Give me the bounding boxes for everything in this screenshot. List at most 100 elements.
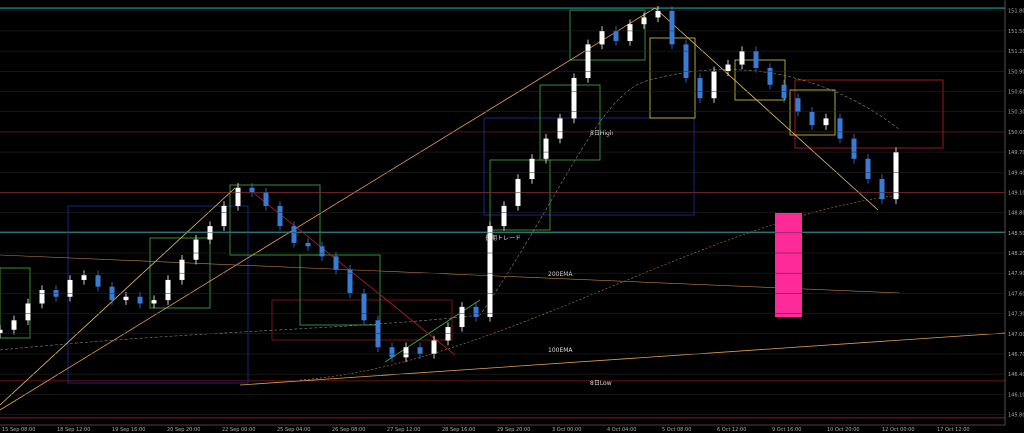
swing-box — [539, 84, 601, 161]
price-axis[interactable]: 151.800 151.500 151.200 150.900 150.600 150.3… — [0, 9, 1024, 419]
price-tick-label: 146.100 — [1008, 392, 1024, 398]
candle-body — [501, 205, 507, 227]
swing-box — [229, 184, 321, 256]
candle-body — [263, 192, 269, 206]
candle-body — [459, 306, 465, 328]
candle-body — [81, 275, 87, 280]
time-tick-label: 19 Sep 16:00 — [112, 427, 145, 433]
candle-body — [389, 347, 395, 358]
candle-body — [613, 30, 619, 42]
trend-line — [0, 7, 656, 411]
candle-body — [585, 44, 591, 79]
swing-box — [299, 254, 381, 326]
time-tick-label: 29 Sep 20:00 — [497, 427, 530, 433]
candle-body — [795, 98, 801, 112]
candle-body — [865, 158, 871, 179]
candle-body — [403, 347, 409, 358]
candle-body — [669, 10, 675, 45]
price-tick-label: 147.600 — [1008, 291, 1024, 297]
candle-body — [291, 226, 297, 243]
candle-body — [333, 256, 339, 270]
resistance-box — [794, 79, 944, 149]
candle-body — [193, 239, 199, 260]
candle-body — [641, 17, 647, 25]
candle-body — [361, 293, 367, 321]
candle-body — [711, 71, 717, 99]
time-tick-label: 25 Sep 04:00 — [277, 427, 310, 433]
time-tick-label: 9 Oct 16:00 — [772, 427, 801, 433]
candle-body — [11, 320, 17, 330]
candle-body — [823, 118, 829, 126]
time-tick-label: 18 Sep 12:00 — [57, 427, 90, 433]
candle-body — [249, 187, 255, 193]
price-tick-label: 150.300 — [1008, 110, 1024, 116]
price-tick-label: 151.200 — [1008, 49, 1024, 55]
swing-box — [734, 59, 786, 101]
candle-body — [151, 300, 157, 304]
time-tick-label: 28 Sep 16:00 — [442, 427, 475, 433]
ema-200-line — [0, 254, 901, 294]
price-tick-label: 147.000 — [1008, 332, 1024, 338]
candle-body — [165, 279, 171, 301]
price-tick-label: 151.500 — [1008, 29, 1024, 35]
candle-body — [739, 51, 745, 65]
swing-box — [569, 9, 646, 61]
price-tick-label: 148.800 — [1008, 211, 1024, 217]
price-tick-label: 147.900 — [1008, 271, 1024, 277]
price-tick-label: 148.500 — [1008, 231, 1024, 237]
price-tick-label: 146.400 — [1008, 372, 1024, 378]
time-tick-label: 4 Oct 04:00 — [607, 427, 636, 433]
candle-body — [431, 340, 437, 354]
candle-body — [123, 296, 129, 301]
candle-body — [571, 78, 577, 119]
ema-100-curve — [299, 194, 901, 381]
candle-body — [725, 64, 731, 72]
price-tick-label: 149.100 — [1008, 190, 1024, 196]
time-tick-label: 22 Sep 00:00 — [222, 427, 255, 433]
candle-body — [347, 269, 353, 294]
label-8day-low: 8日Low — [590, 380, 612, 387]
time-tick-label: 5 Oct 08:00 — [662, 427, 691, 433]
candle-body — [767, 67, 773, 85]
candle-body — [599, 30, 605, 45]
range-box — [483, 117, 695, 216]
candle-body — [473, 306, 479, 317]
candle-body — [25, 303, 31, 321]
price-tick-label: 148.200 — [1008, 251, 1024, 257]
candle-body — [417, 347, 423, 354]
swing-box — [789, 89, 836, 136]
candle-body — [319, 246, 325, 257]
candle-body — [487, 226, 493, 317]
price-tick-label: 151.800 — [1008, 9, 1024, 15]
label-trade: 長期トレード — [485, 234, 521, 242]
candle-body — [879, 178, 885, 200]
candle-body — [67, 279, 73, 297]
price-tick-label: 146.700 — [1008, 352, 1024, 358]
candle-body — [851, 138, 857, 159]
time-tick-label: 15 Sep 08:00 — [2, 427, 35, 433]
candle-body — [305, 242, 311, 247]
time-tick-label: 20 Sep 20:00 — [167, 427, 200, 433]
trend-line — [654, 7, 879, 211]
candle-body — [39, 290, 45, 304]
time-axis[interactable]: 15 Sep 08:00 18 Sep 12:00 19 Sep 16:00 20 S… — [2, 427, 970, 433]
candle-body — [697, 78, 703, 99]
candle-body — [753, 51, 759, 68]
candle-body — [137, 296, 143, 304]
time-tick-label: 6 Oct 12:00 — [717, 427, 746, 433]
time-tick-label: 27 Sep 12:00 — [387, 427, 420, 433]
label-8day-high: 8日High — [590, 130, 614, 137]
candle-body — [529, 158, 535, 179]
candle-body — [655, 10, 661, 18]
long-trend-line — [239, 332, 1006, 386]
trend-line — [0, 187, 236, 406]
swing-box — [0, 267, 31, 339]
highlight-zone — [775, 213, 802, 317]
candle-body — [277, 205, 283, 227]
label-200ema: 200EMA — [548, 271, 573, 278]
candle-body — [95, 275, 101, 287]
candle-body — [179, 259, 185, 280]
swing-box — [489, 159, 551, 231]
time-tick-label: 26 Sep 08:00 — [332, 427, 365, 433]
